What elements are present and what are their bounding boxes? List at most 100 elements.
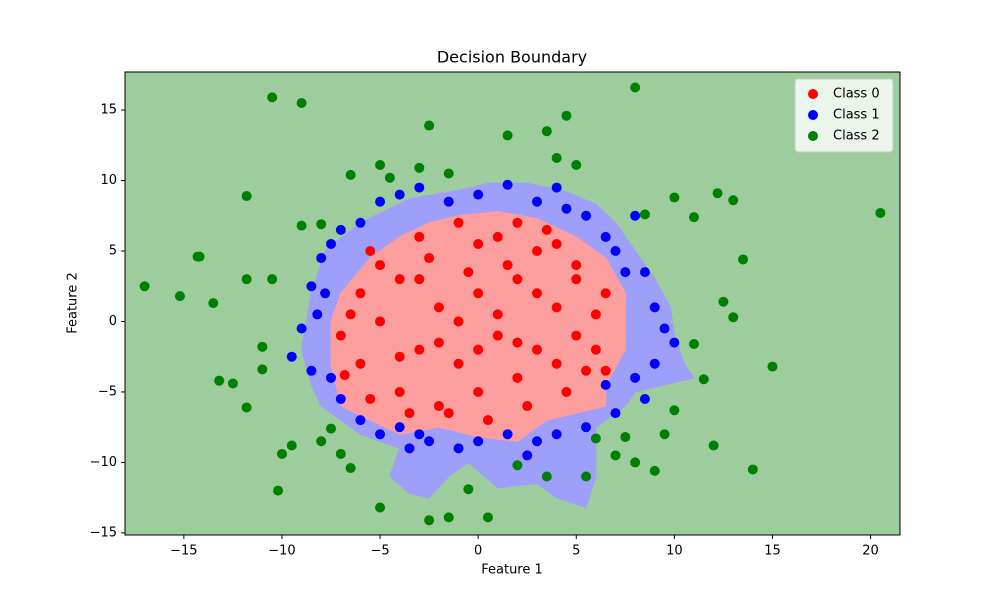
point (424, 515, 435, 526)
point (296, 323, 307, 334)
point (512, 372, 523, 383)
point (875, 207, 886, 218)
point (312, 309, 323, 320)
point (630, 457, 641, 468)
point (502, 179, 513, 190)
point (561, 110, 572, 121)
point (365, 393, 376, 404)
point (257, 341, 268, 352)
point (630, 372, 641, 383)
point (365, 245, 376, 256)
point (649, 465, 660, 476)
point (394, 274, 405, 285)
point (502, 260, 513, 271)
point (659, 429, 670, 440)
point (492, 309, 503, 320)
point (453, 217, 464, 228)
point (502, 429, 513, 440)
legend-label: Class 0 (833, 87, 880, 102)
point (453, 316, 464, 327)
x-axis-label: Feature 1 (481, 563, 543, 578)
point (424, 120, 435, 131)
point (728, 312, 739, 323)
point (571, 330, 582, 341)
point (738, 254, 749, 265)
point (482, 415, 493, 426)
point (267, 274, 278, 285)
point (443, 168, 454, 179)
point (581, 365, 592, 376)
point (571, 274, 582, 285)
point (257, 364, 268, 375)
x-tick-label: 5 (572, 544, 580, 559)
point (551, 182, 562, 193)
point (718, 296, 729, 307)
point (600, 379, 611, 390)
point (463, 267, 474, 278)
point (551, 152, 562, 163)
point (335, 393, 346, 404)
point (335, 330, 346, 341)
point (443, 512, 454, 523)
point (345, 309, 356, 320)
point (541, 471, 552, 482)
point (355, 415, 366, 426)
point (139, 281, 150, 292)
point (728, 195, 739, 206)
point (541, 126, 552, 137)
point (414, 274, 425, 285)
point (306, 281, 317, 292)
point (394, 422, 405, 433)
point (306, 365, 317, 376)
point (326, 238, 337, 249)
point (355, 288, 366, 299)
point (273, 485, 284, 496)
point (316, 253, 327, 264)
point (414, 182, 425, 193)
point (194, 251, 205, 262)
point (473, 386, 484, 397)
x-tick-label: 0 (474, 544, 482, 559)
point (335, 448, 346, 459)
point (404, 443, 415, 454)
point (414, 344, 425, 355)
legend-label: Class 2 (833, 129, 880, 144)
point (551, 429, 562, 440)
point (355, 358, 366, 369)
point (590, 433, 601, 444)
point (581, 210, 592, 221)
x-tick-label: 10 (666, 544, 683, 559)
point (414, 231, 425, 242)
point (581, 471, 592, 482)
point (747, 464, 758, 475)
point (522, 450, 533, 461)
legend-label: Class 1 (833, 108, 880, 123)
point (473, 189, 484, 200)
point (473, 288, 484, 299)
point (532, 344, 543, 355)
point (473, 238, 484, 249)
point (320, 288, 331, 299)
point (600, 231, 611, 242)
point (433, 302, 444, 313)
point (355, 217, 366, 228)
point (316, 219, 327, 230)
point (610, 408, 621, 419)
point (649, 302, 660, 313)
point (581, 422, 592, 433)
point (286, 440, 297, 451)
point (659, 323, 670, 334)
point (688, 212, 699, 223)
point (394, 189, 405, 200)
point (267, 92, 278, 103)
point (571, 260, 582, 271)
point (630, 210, 641, 221)
point (630, 82, 641, 93)
point (174, 291, 185, 302)
point (767, 361, 778, 372)
point (276, 448, 287, 459)
x-tick-label: −10 (268, 544, 295, 559)
point (339, 370, 350, 381)
point (600, 288, 611, 299)
point (384, 172, 395, 183)
